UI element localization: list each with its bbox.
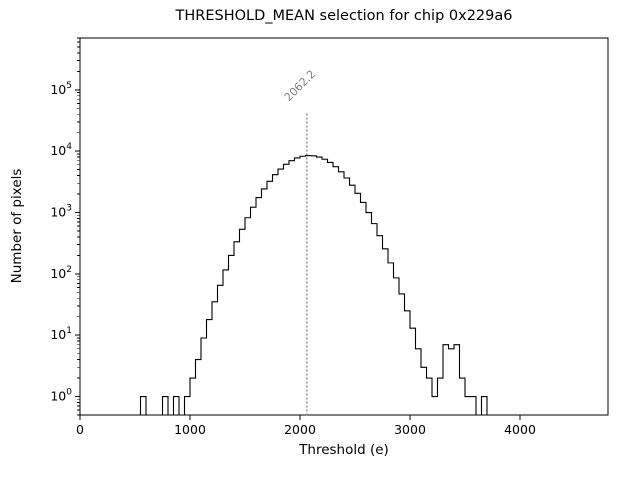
y-tick-label: 101: [50, 326, 72, 342]
y-axis-label: Number of pixels: [9, 168, 25, 284]
histogram-step-outline: [139, 154, 488, 416]
x-tick-label: 3000: [394, 422, 426, 437]
x-axis-label: Threshold (e): [299, 442, 389, 458]
x-tick-label: 2000: [284, 422, 316, 437]
y-tick-label: 104: [50, 142, 72, 158]
x-tick-label: 1000: [174, 422, 206, 437]
y-tick-label: 102: [50, 265, 72, 281]
axes-box: [79, 37, 609, 416]
y-tick-label: 103: [50, 204, 72, 220]
x-tick-label: 4000: [504, 422, 536, 437]
chart-title: THRESHOLD_MEAN selection for chip 0x229a…: [175, 8, 513, 24]
y-tick-label: 100: [50, 388, 72, 404]
x-tick-label: 0: [76, 422, 84, 437]
y-tick-label: 105: [50, 81, 72, 97]
